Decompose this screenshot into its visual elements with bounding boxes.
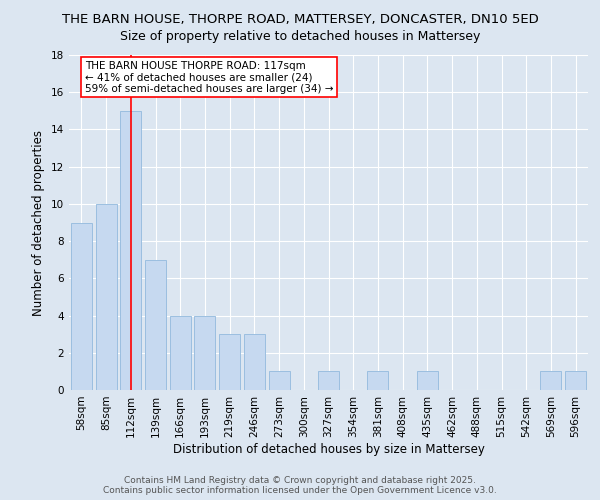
Bar (145, 260, 166, 390)
Bar (367, 372, 388, 390)
X-axis label: Distribution of detached houses by size in Mattersey: Distribution of detached houses by size … (173, 442, 484, 456)
Text: Contains HM Land Registry data © Crown copyright and database right 2025.
Contai: Contains HM Land Registry data © Crown c… (103, 476, 497, 495)
Bar (95, 204, 116, 390)
Bar (318, 372, 339, 390)
Bar (219, 334, 240, 390)
Bar (120, 111, 141, 390)
Bar (194, 316, 215, 390)
Text: THE BARN HOUSE, THORPE ROAD, MATTERSEY, DONCASTER, DN10 5ED: THE BARN HOUSE, THORPE ROAD, MATTERSEY, … (62, 12, 538, 26)
Bar (244, 334, 265, 390)
Bar (541, 372, 562, 390)
Bar (170, 316, 191, 390)
Bar (565, 372, 586, 390)
Bar (417, 372, 438, 390)
Text: Size of property relative to detached houses in Mattersey: Size of property relative to detached ho… (120, 30, 480, 43)
Text: THE BARN HOUSE THORPE ROAD: 117sqm
← 41% of detached houses are smaller (24)
59%: THE BARN HOUSE THORPE ROAD: 117sqm ← 41%… (85, 60, 334, 94)
Bar (71, 222, 92, 390)
Y-axis label: Number of detached properties: Number of detached properties (32, 130, 46, 316)
Bar (269, 372, 290, 390)
